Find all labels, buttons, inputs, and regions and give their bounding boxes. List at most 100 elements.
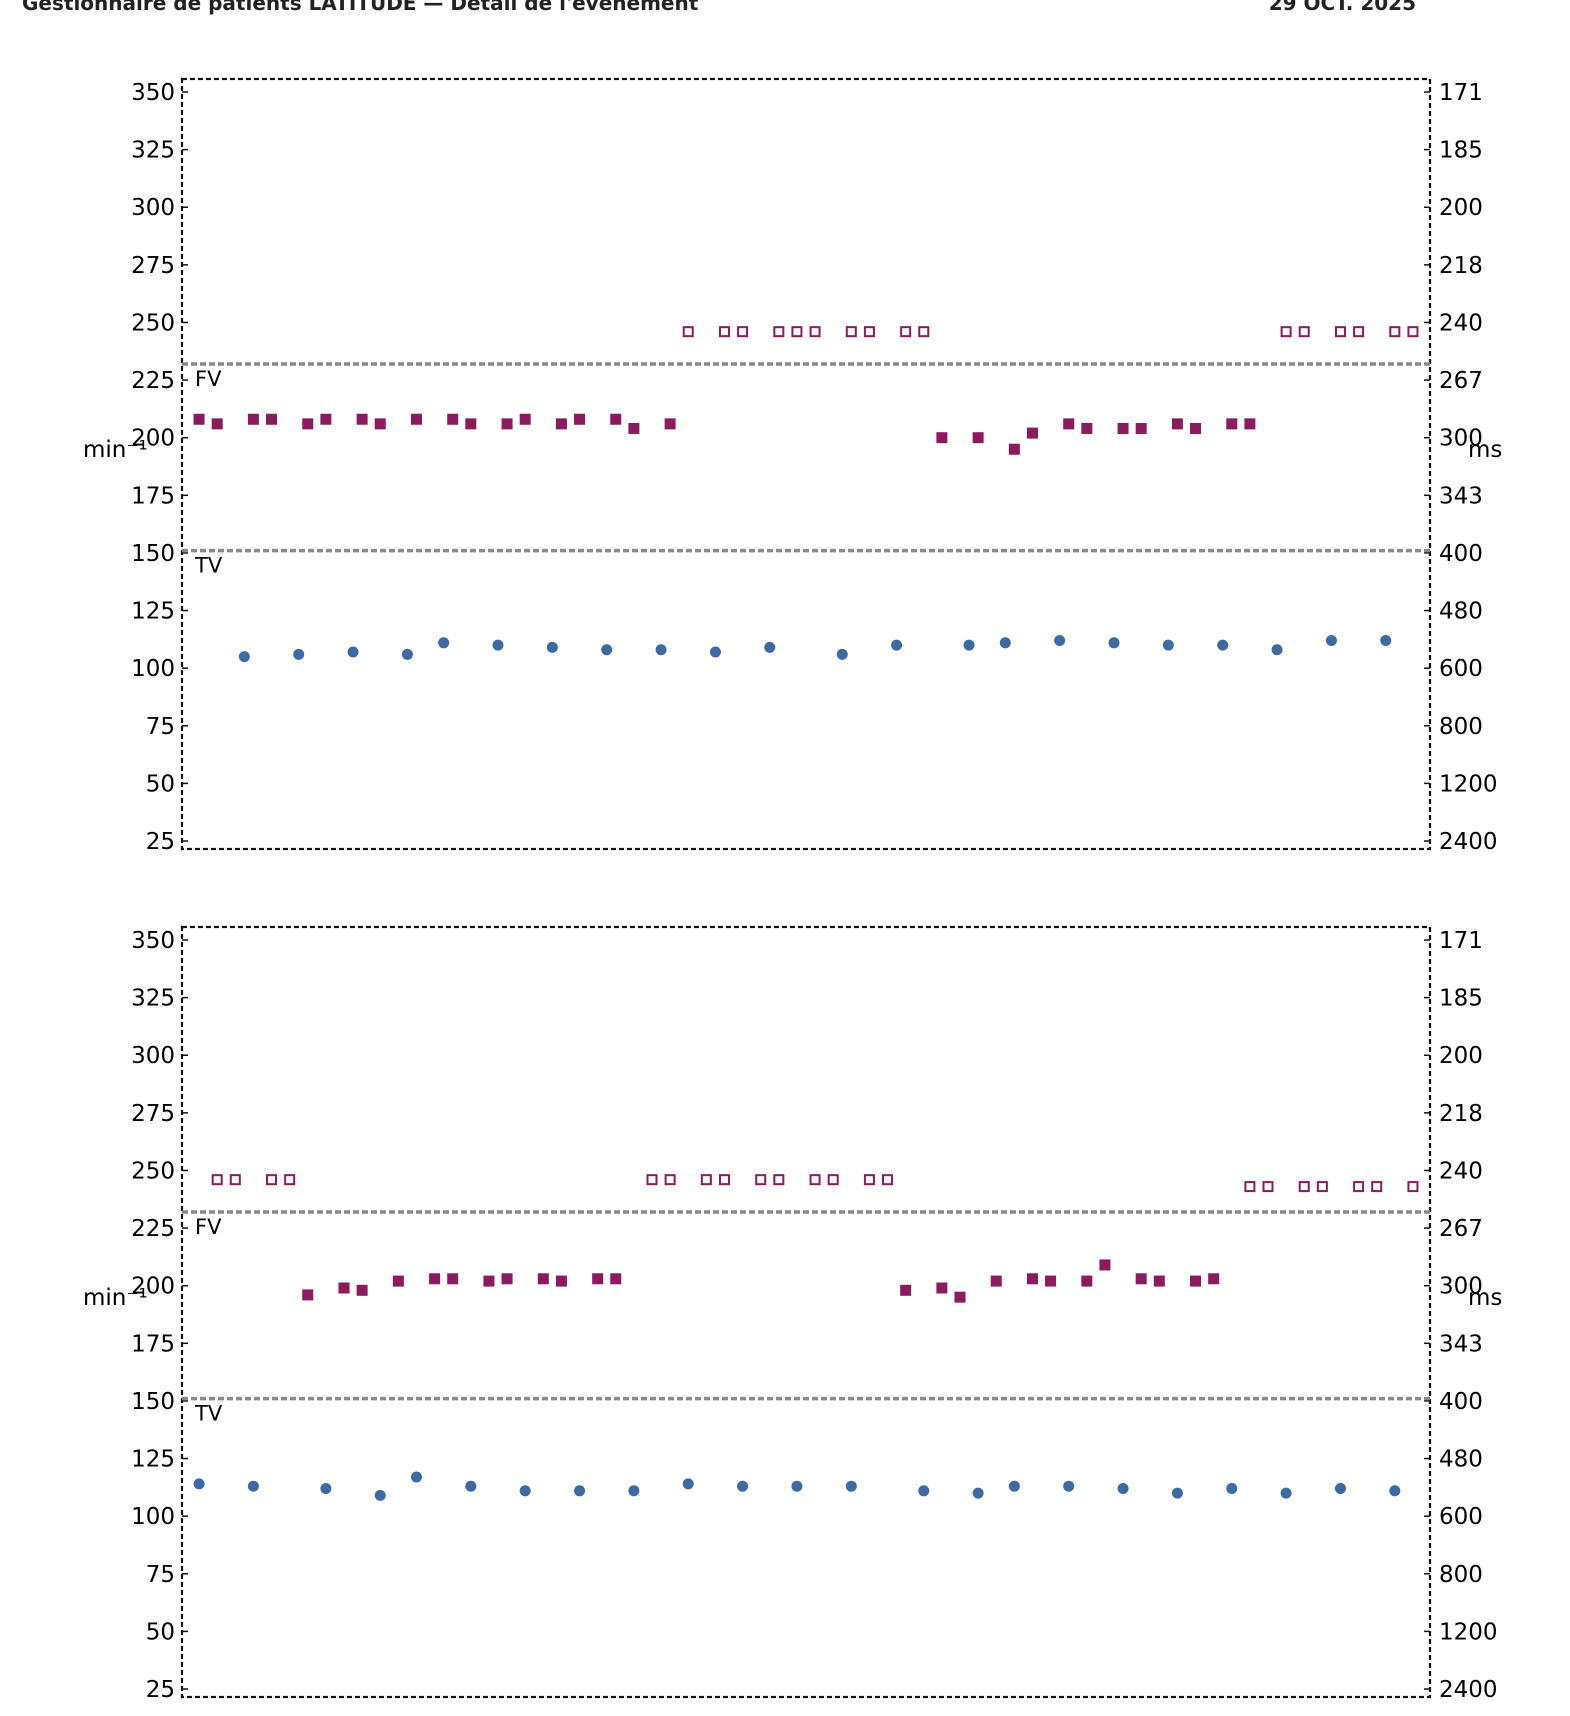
fv-point (1135, 1273, 1147, 1285)
vt-detected-point (284, 1174, 296, 1186)
tv-point (1389, 1485, 1401, 1497)
right-tick-label: 200 (1439, 1043, 1483, 1069)
report-date: 29 OCT. 2025 (1268, 0, 1416, 15)
vt-detected-point (1407, 326, 1419, 338)
vt-detected-point (211, 1174, 223, 1186)
fv-point (501, 1273, 513, 1285)
fv-point (555, 418, 567, 430)
left-tick-label: 75 (146, 1562, 175, 1588)
tv-point (918, 1485, 930, 1497)
left-tick-label: 125 (131, 1447, 175, 1473)
plot-frame (180, 925, 1432, 1699)
left-tick-label: 25 (146, 829, 175, 855)
vt-detected-point (827, 1174, 839, 1186)
fv-point (1190, 1275, 1202, 1287)
right-tick-label: 267 (1439, 1216, 1483, 1242)
fv-point (1208, 1273, 1220, 1285)
vt-detected-point (900, 326, 912, 338)
tv-point (519, 1485, 531, 1497)
fv-point (410, 413, 422, 425)
tv-point (1171, 1487, 1183, 1499)
tv-point (972, 1487, 984, 1499)
tv-point (1008, 1480, 1020, 1492)
right-tick-label: 300 (1439, 426, 1483, 452)
tv-point (574, 1485, 586, 1497)
vt-detected-point (266, 1174, 278, 1186)
tv-point (320, 1482, 332, 1494)
tv-point (1380, 634, 1392, 646)
zone-label-tv: TV (194, 554, 223, 578)
left-tick-label: 275 (131, 253, 175, 279)
fv-point (592, 1273, 604, 1285)
right-tick-label: 600 (1439, 1504, 1483, 1530)
vt-detected-point (718, 1174, 730, 1186)
left-tick-label: 350 (131, 80, 175, 106)
right-tick-label: 171 (1439, 928, 1483, 954)
right-tick-label: 343 (1439, 1331, 1483, 1357)
left-tick-label: 350 (131, 928, 175, 954)
left-tick-label: 175 (131, 1331, 175, 1357)
left-tick-label: 125 (131, 599, 175, 625)
vt-detected-point (1353, 1181, 1365, 1193)
vt-detected-point (1334, 326, 1346, 338)
fv-point (429, 1273, 441, 1285)
right-tick-label: 600 (1439, 656, 1483, 682)
vt-detected-point (773, 326, 785, 338)
tv-point (1117, 1482, 1129, 1494)
fv-point (1099, 1259, 1111, 1271)
fv-point (302, 1289, 314, 1301)
zone-label-fv: FV (195, 1215, 222, 1239)
y-right-unit: ms (1468, 1285, 1502, 1311)
tv-point (1226, 1482, 1238, 1494)
fv-point (302, 418, 314, 430)
vt-detected-point (1280, 326, 1292, 338)
left-tick-label: 100 (131, 656, 175, 682)
fv-point (483, 1275, 495, 1287)
fv-point (320, 413, 332, 425)
fv-point (936, 1282, 948, 1294)
tv-point (764, 641, 776, 653)
tv-point (891, 639, 903, 651)
right-tick-label: 218 (1439, 1101, 1483, 1127)
tv-point (737, 1480, 749, 1492)
fv-point (936, 432, 948, 444)
tv-point (1162, 639, 1174, 651)
tv-point (1334, 1482, 1346, 1494)
tv-point (374, 1489, 386, 1501)
vt-detected-point (1298, 326, 1310, 338)
fv-point (356, 1284, 368, 1296)
fv-point (447, 1273, 459, 1285)
right-tick-label: 185 (1439, 986, 1483, 1012)
right-tick-label: 200 (1439, 195, 1483, 221)
tv-point (293, 648, 305, 660)
vt-detected-point (755, 1174, 767, 1186)
right-tick-label: 240 (1439, 310, 1483, 336)
left-tick-label: 250 (131, 310, 175, 336)
left-tick-label: 225 (131, 1216, 175, 1242)
right-tick-label: 218 (1439, 253, 1483, 279)
vt-detected-point (229, 1174, 241, 1186)
tv-point (836, 648, 848, 660)
vt-detected-point (1371, 1181, 1383, 1193)
tv-point (1108, 637, 1120, 649)
fv-point (1026, 1273, 1038, 1285)
tv-point (791, 1480, 803, 1492)
fv-point (990, 1275, 1002, 1287)
tv-point (999, 637, 1011, 649)
vt-detected-point (1353, 326, 1365, 338)
left-tick-label: 250 (131, 1158, 175, 1184)
tv-point (465, 1480, 477, 1492)
zone-label-fv: FV (195, 367, 222, 391)
tv-point (401, 648, 413, 660)
fv-point (1045, 1275, 1057, 1287)
fv-point (664, 418, 676, 430)
vt-detected-point (1298, 1181, 1310, 1193)
right-tick-label: 800 (1439, 714, 1483, 740)
left-tick-label: 325 (131, 986, 175, 1012)
left-tick-label: 325 (131, 138, 175, 164)
fv-point (1226, 418, 1238, 430)
fv-point (211, 418, 223, 430)
fv-point (1171, 418, 1183, 430)
vt-detected-point (1407, 1181, 1419, 1193)
fv-point (574, 413, 586, 425)
